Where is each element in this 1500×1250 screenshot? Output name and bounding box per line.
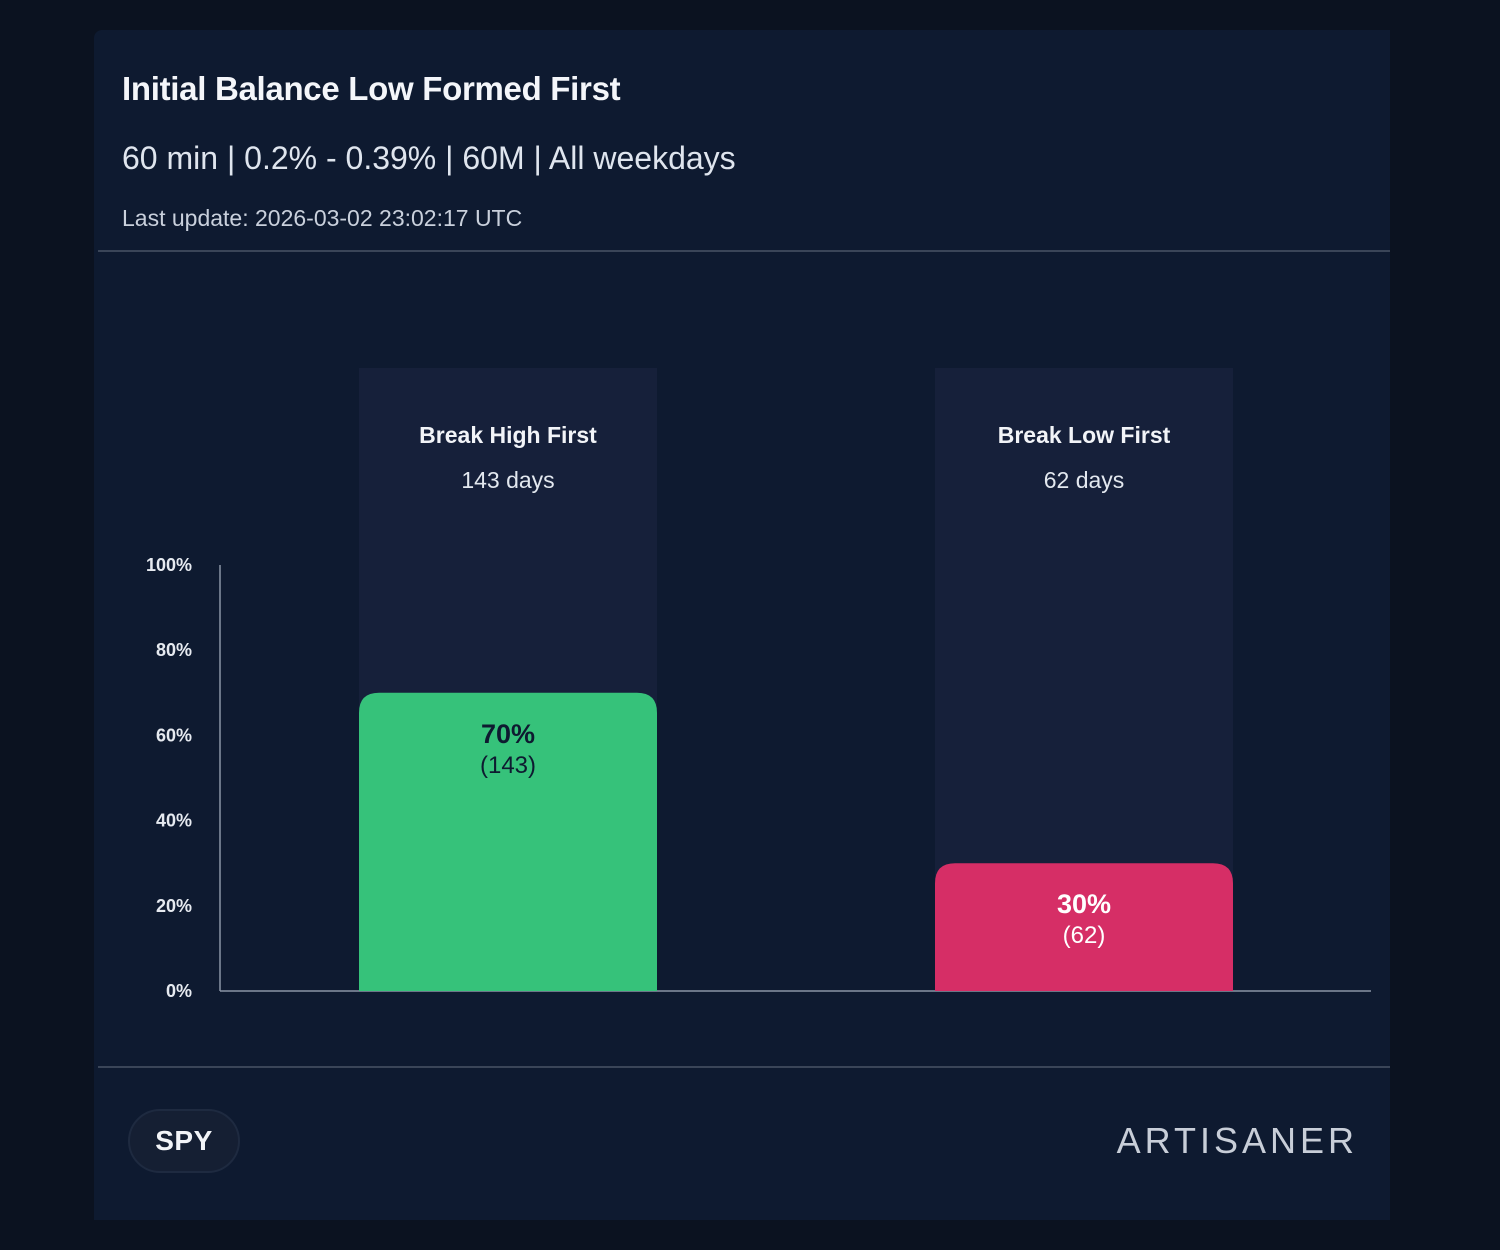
card-title: Initial Balance Low Formed First <box>122 70 621 107</box>
bar-count-label: (62) <box>1063 922 1106 949</box>
header-divider <box>98 250 1390 252</box>
y-tick-label: 80% <box>156 640 192 660</box>
category-days-label: 62 days <box>1044 467 1125 493</box>
y-tick-label: 20% <box>156 896 192 916</box>
y-tick-label: 60% <box>156 725 192 745</box>
stats-card: Initial Balance Low Formed First 60 min … <box>94 30 1390 1220</box>
y-tick-label: 0% <box>166 981 192 1001</box>
bar-1 <box>359 692 657 991</box>
footer-divider <box>98 1066 1390 1068</box>
bar-value-label: 30% <box>1057 889 1111 919</box>
brand-logo: ARTISANER <box>1116 1120 1358 1161</box>
bar-2 <box>935 863 1233 991</box>
bar-chart: 0% 20% 40% 60% 80% 100% 70% (143) Break High Fir… <box>146 368 1371 1001</box>
bar-count-label: (143) <box>480 752 536 779</box>
category-label: Break High First <box>419 422 597 448</box>
last-update-text: Last update: 2026-03-02 23:02:17 UTC <box>122 205 523 231</box>
bar-value-label: 70% <box>481 719 535 749</box>
card-footer: SPY ARTISANER <box>94 1068 1390 1220</box>
card-header: Initial Balance Low Formed First 60 min … <box>94 30 1390 251</box>
y-tick-label: 40% <box>156 811 192 831</box>
category-label: Break Low First <box>998 422 1171 448</box>
y-tick-label: 100% <box>146 555 192 575</box>
card-subtitle: 60 min | 0.2% - 0.39% | 60M | All weekda… <box>122 140 736 176</box>
category-days-label: 143 days <box>461 467 554 493</box>
ticker-badge[interactable]: SPY <box>128 1109 240 1173</box>
